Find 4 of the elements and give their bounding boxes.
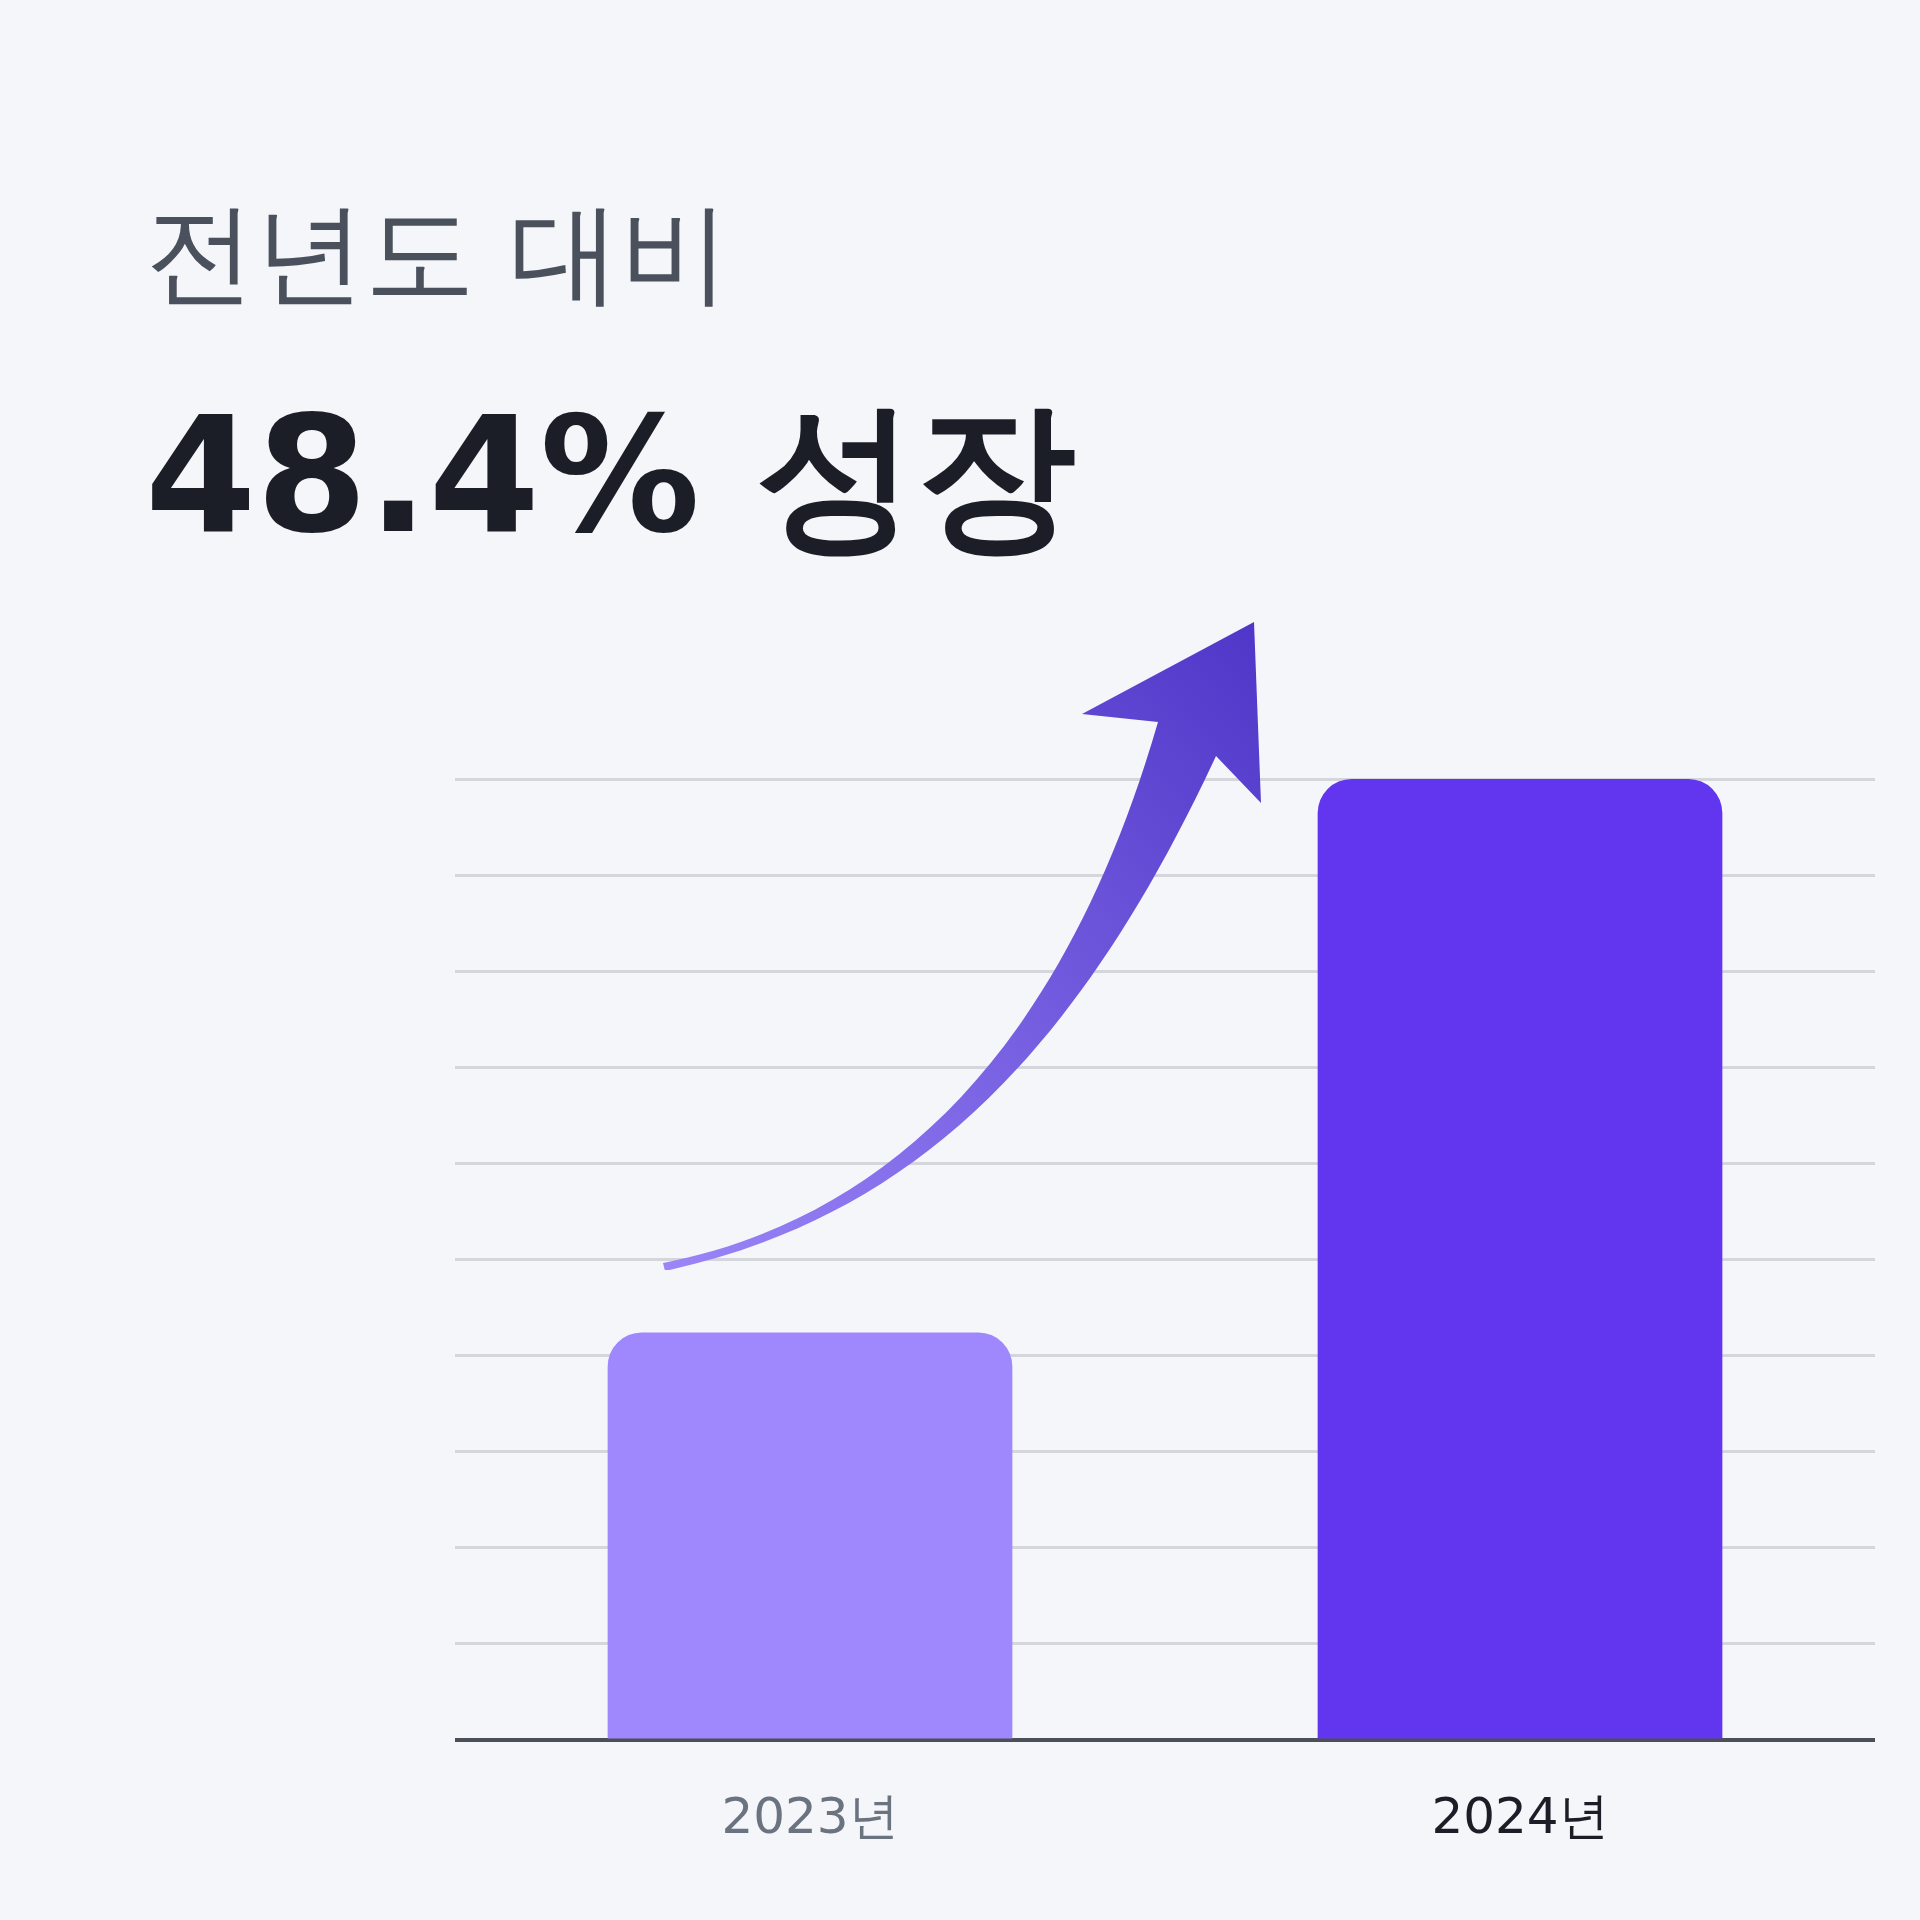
x-tick-label: 2023년	[721, 1786, 899, 1845]
chart-subtitle: 48.4% 성장	[145, 381, 1076, 571]
chart-title: 전년도 대비	[145, 188, 730, 319]
x-tick-label: 2024년	[1431, 1786, 1609, 1845]
